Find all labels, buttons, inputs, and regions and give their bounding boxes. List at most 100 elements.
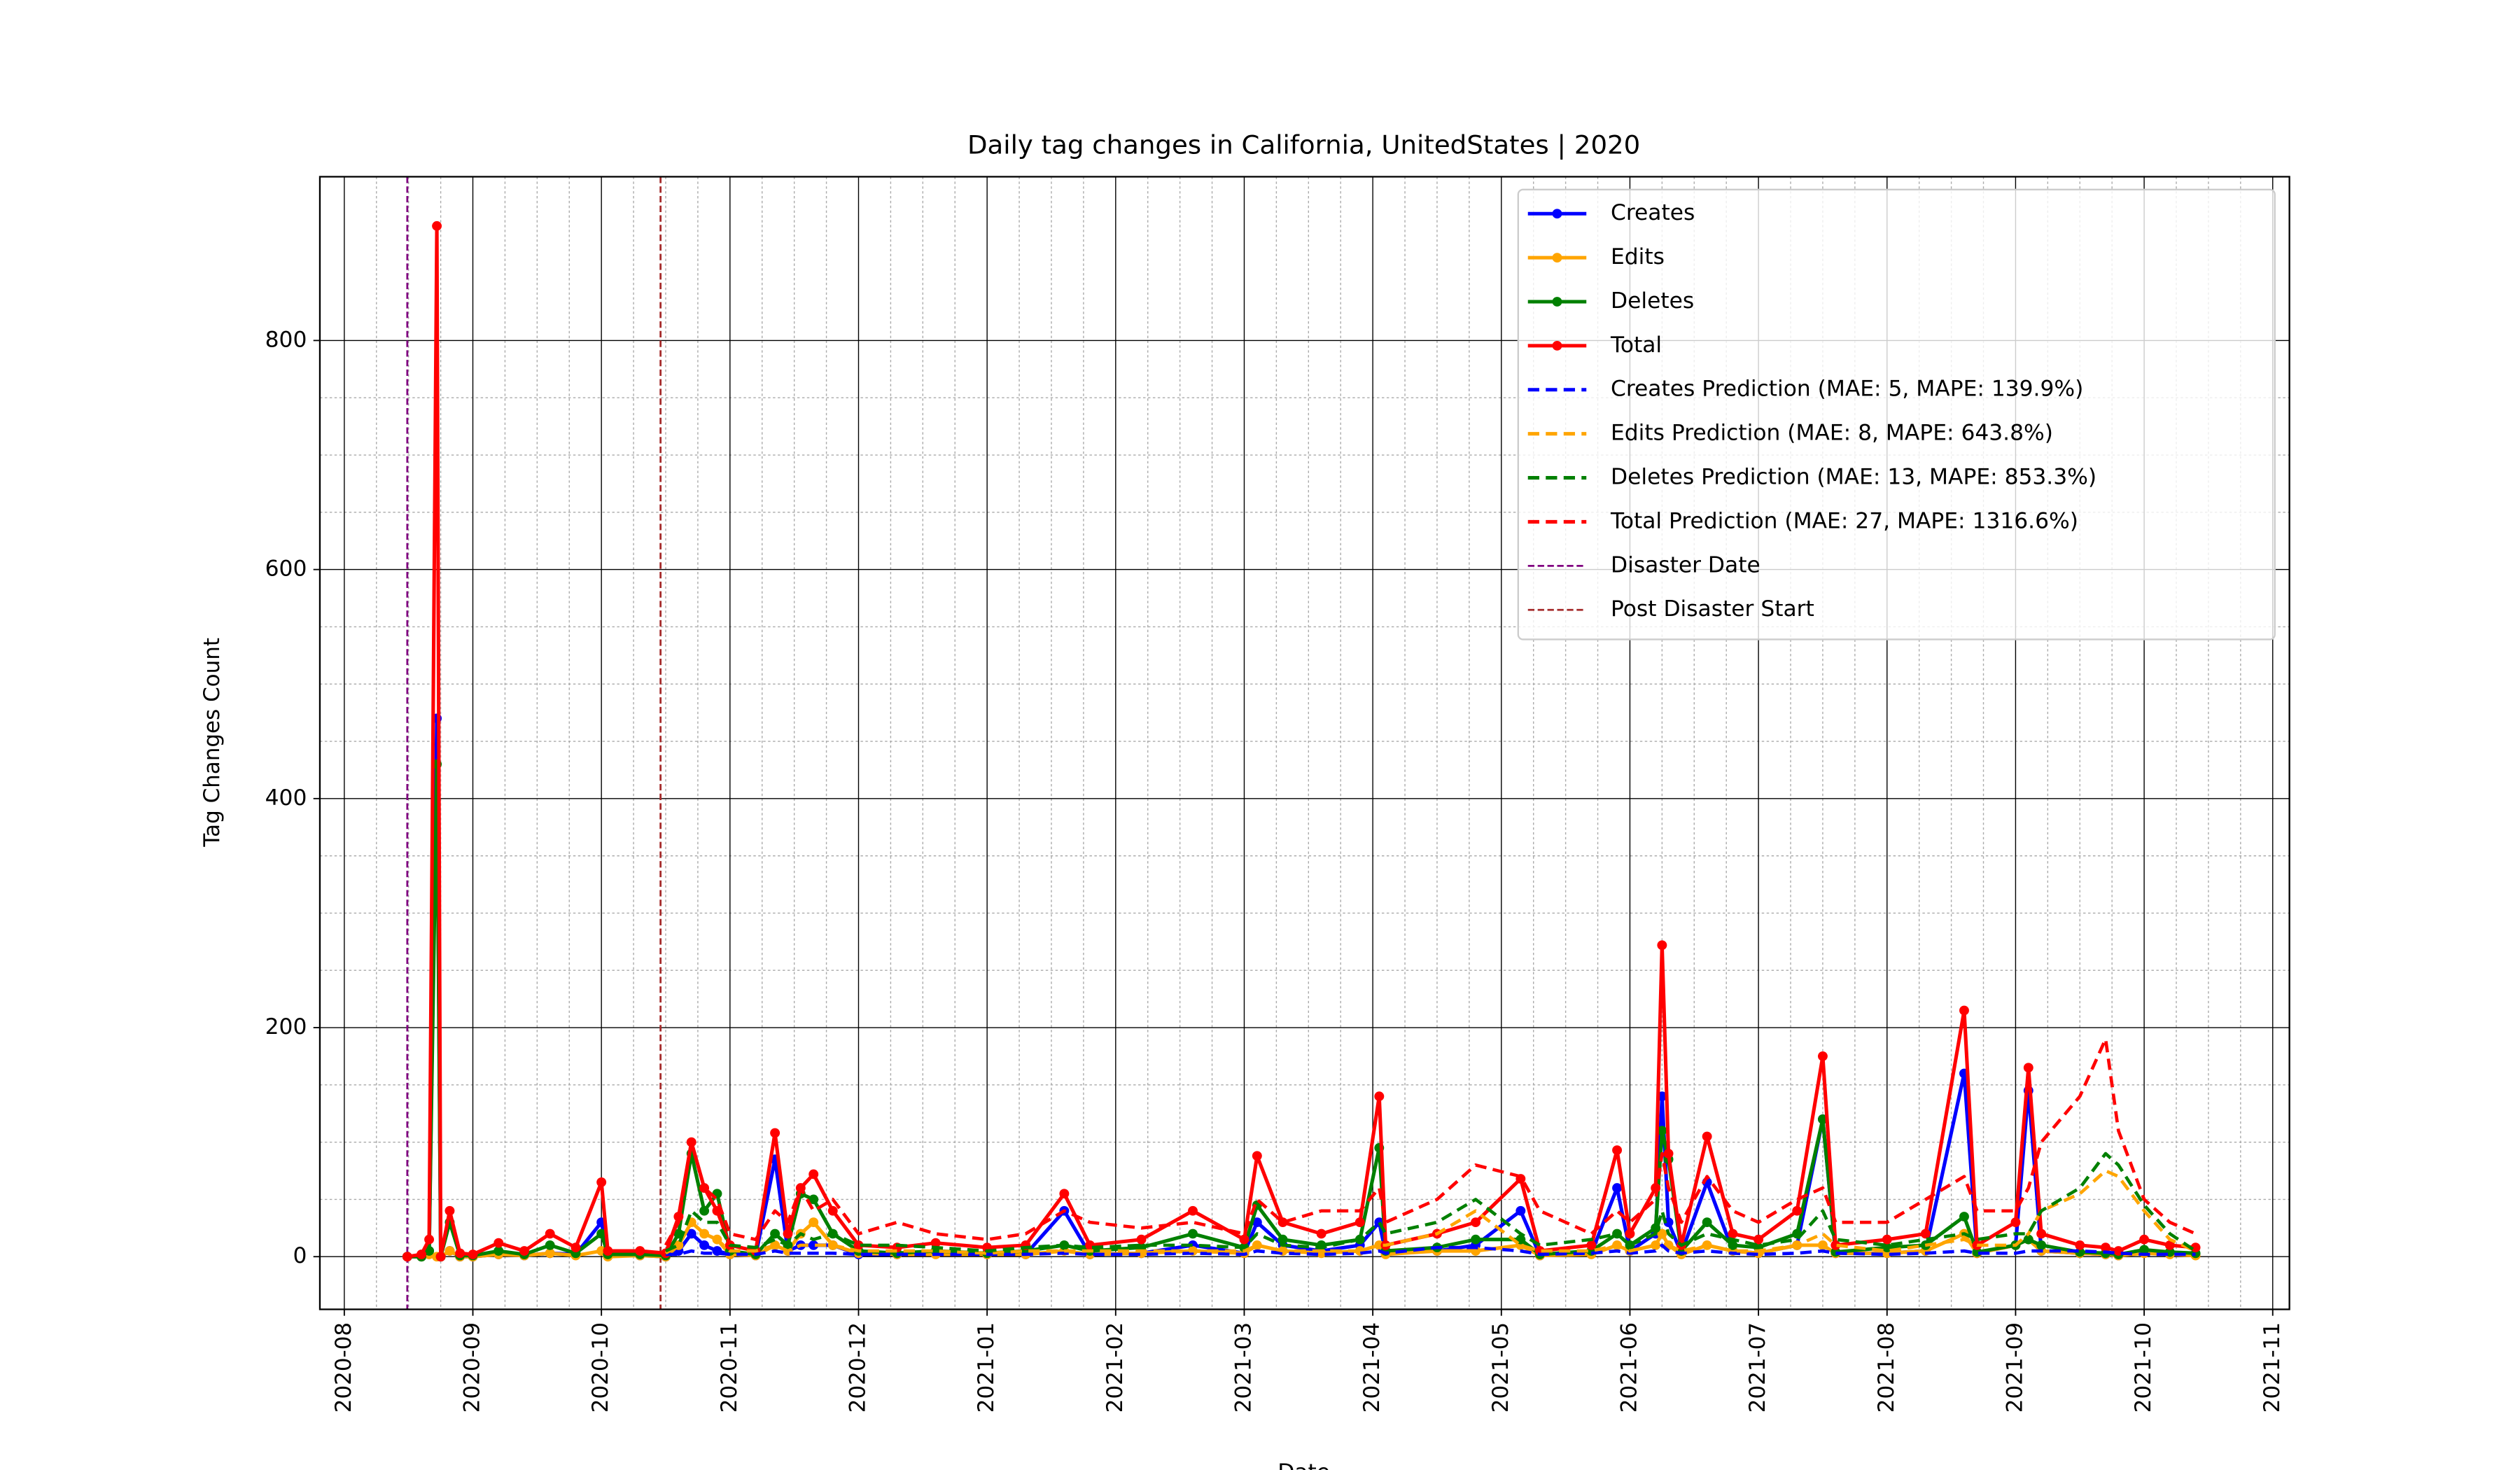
data-point <box>635 1246 645 1256</box>
data-point <box>1754 1234 1764 1245</box>
y-axis-label: Tag Changes Count <box>200 638 225 848</box>
data-point <box>699 1205 710 1216</box>
data-point <box>435 1252 446 1262</box>
data-point <box>1830 1240 1841 1250</box>
data-point <box>2190 1242 2201 1253</box>
data-point <box>1188 1205 1198 1216</box>
x-tick-label: 2021-10 <box>2131 1322 2156 1413</box>
data-point <box>545 1240 555 1250</box>
data-point <box>493 1246 504 1256</box>
data-point <box>416 1250 427 1259</box>
data-point <box>1354 1217 1365 1228</box>
x-tick-label: 2021-06 <box>1616 1322 1642 1413</box>
data-point <box>2023 1234 2033 1245</box>
y-tick-label: 0 <box>293 1243 307 1268</box>
prediction-line <box>666 1243 2196 1256</box>
data-point <box>1702 1217 1712 1228</box>
legend-label: Edits <box>1611 244 1665 270</box>
data-point <box>596 1177 607 1187</box>
data-point <box>468 1250 478 1259</box>
data-point <box>603 1246 613 1256</box>
data-point <box>1625 1228 1635 1239</box>
x-tick-label: 2021-08 <box>1874 1322 1899 1413</box>
legend-swatch-dot <box>1552 253 1562 263</box>
data-point <box>1188 1228 1198 1239</box>
data-point <box>1374 1091 1385 1102</box>
x-tick-label: 2021-01 <box>974 1322 999 1413</box>
data-point <box>2101 1242 2110 1253</box>
data-point <box>1882 1234 1892 1245</box>
series-line <box>407 762 2196 1259</box>
legend-label: Creates <box>1611 200 1695 225</box>
y-tick-label: 200 <box>265 1014 307 1040</box>
data-point <box>1792 1205 1802 1216</box>
x-tick-label: 2020-09 <box>459 1322 484 1413</box>
data-point <box>930 1238 941 1248</box>
legend-label: Creates Prediction (MAE: 5, MAPE: 139.9%… <box>1611 377 2083 402</box>
data-point <box>1817 1051 1828 1061</box>
series-line <box>407 716 2196 1259</box>
legend-label: Disaster Date <box>1611 552 1760 578</box>
data-point <box>2036 1240 2047 1250</box>
data-point <box>493 1238 504 1248</box>
y-tick-label: 800 <box>265 328 307 353</box>
x-tick-label: 2021-07 <box>1745 1322 1770 1413</box>
x-tick-label: 2020-10 <box>588 1322 613 1413</box>
data-point <box>596 1228 607 1239</box>
data-point <box>808 1217 819 1228</box>
y-tick-label: 600 <box>265 556 307 582</box>
data-point <box>1471 1217 1481 1228</box>
prediction-line <box>664 1169 2197 1255</box>
y-tick-label: 400 <box>265 785 307 811</box>
legend-label: Edits Prediction (MAE: 8, MAPE: 643.8%) <box>1611 421 2053 446</box>
data-point <box>686 1228 696 1239</box>
data-point <box>1657 1126 1667 1136</box>
data-point <box>1702 1131 1712 1142</box>
data-point <box>1278 1217 1288 1228</box>
legend-label: Deletes Prediction (MAE: 13, MAPE: 853.3… <box>1611 465 2096 490</box>
data-point <box>1959 1005 1969 1016</box>
data-point <box>1817 1240 1828 1250</box>
data-point <box>1136 1234 1147 1245</box>
plot-frame <box>318 176 2290 1310</box>
legend-swatch-dot <box>1552 341 1562 351</box>
data-point <box>1252 1217 1262 1228</box>
data-point <box>1059 1189 1070 1199</box>
chart-title: Daily tag changes in California, UnitedS… <box>967 130 1640 160</box>
legend-swatch-dot <box>1552 297 1562 307</box>
data-point <box>1612 1145 1623 1155</box>
data-point <box>1728 1228 1738 1239</box>
data-point <box>783 1228 793 1239</box>
data-point <box>673 1212 684 1222</box>
data-point <box>827 1205 838 1216</box>
data-point <box>1728 1240 1738 1250</box>
data-point <box>1316 1228 1326 1239</box>
prediction-line <box>665 1152 2197 1253</box>
data-point <box>2023 1063 2033 1073</box>
data-point <box>808 1169 819 1180</box>
data-point <box>1882 1242 1892 1253</box>
data-point <box>424 1246 435 1256</box>
data-point <box>1239 1234 1250 1245</box>
data-point <box>545 1228 555 1239</box>
data-point <box>699 1183 710 1193</box>
data-point <box>519 1246 529 1256</box>
x-tick-label: 2021-02 <box>1102 1322 1128 1413</box>
data-point <box>1959 1212 1969 1222</box>
data-point <box>808 1240 819 1250</box>
x-tick-label: 2021-11 <box>2260 1322 2285 1413</box>
data-point <box>545 1248 555 1259</box>
data-point <box>770 1128 780 1138</box>
legend-swatch-dot <box>1552 209 1562 219</box>
data-point <box>1920 1228 1931 1239</box>
x-tick-label: 2021-05 <box>1488 1322 1513 1413</box>
legend-box <box>1517 188 2276 640</box>
data-point <box>1586 1240 1597 1250</box>
data-point <box>1252 1151 1262 1161</box>
data-point <box>1663 1149 1674 1158</box>
data-point <box>444 1205 455 1216</box>
legend-label: Total <box>1610 332 1662 358</box>
x-tick-label: 2020-12 <box>845 1322 870 1413</box>
